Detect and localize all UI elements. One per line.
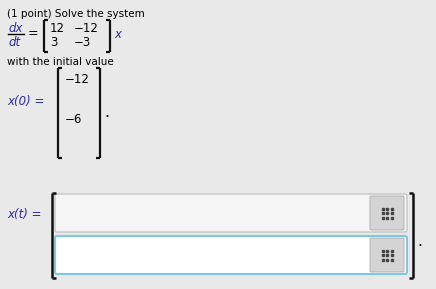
Text: .: .	[104, 105, 109, 120]
Text: with the initial value: with the initial value	[7, 57, 114, 67]
Text: =: =	[28, 27, 39, 40]
Text: .: .	[417, 234, 422, 249]
FancyBboxPatch shape	[55, 236, 407, 274]
Text: (1 point) Solve the system: (1 point) Solve the system	[7, 9, 145, 19]
Text: dt: dt	[8, 36, 20, 49]
FancyBboxPatch shape	[370, 238, 404, 272]
Text: 12: 12	[50, 22, 65, 35]
Text: −12: −12	[65, 73, 90, 86]
FancyBboxPatch shape	[55, 194, 407, 232]
Text: −12: −12	[74, 22, 99, 35]
Text: x(0) =: x(0) =	[7, 95, 44, 108]
Text: −3: −3	[74, 36, 91, 49]
FancyBboxPatch shape	[370, 196, 404, 230]
Text: x: x	[114, 28, 121, 41]
Text: x(t) =: x(t) =	[7, 208, 41, 221]
Text: 3: 3	[50, 36, 58, 49]
Text: dx: dx	[8, 22, 23, 35]
Text: −6: −6	[65, 113, 82, 126]
